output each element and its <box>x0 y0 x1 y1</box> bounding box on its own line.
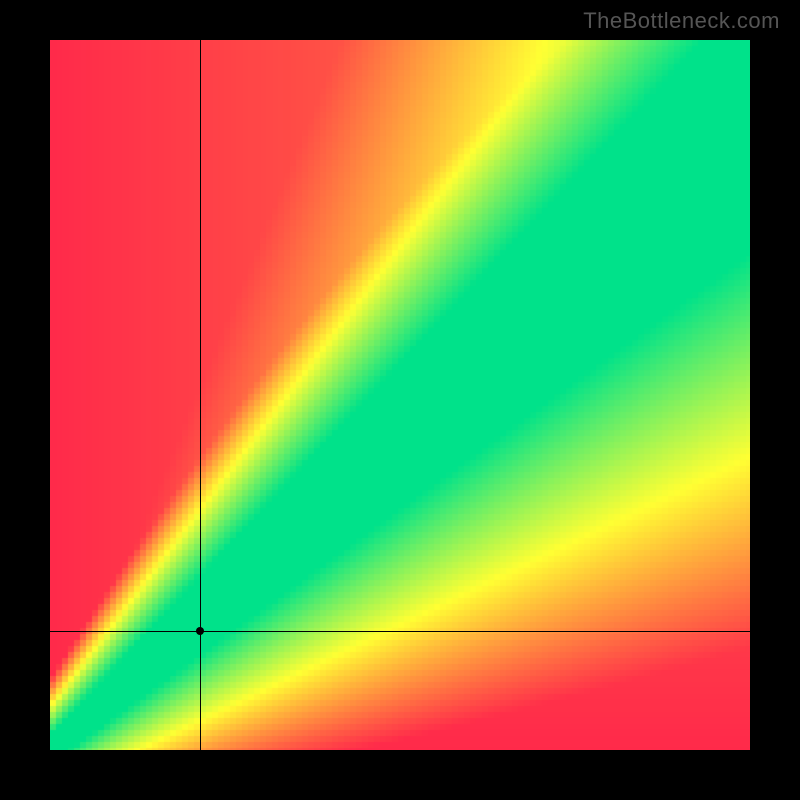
plot-area <box>50 40 750 750</box>
crosshair-vertical <box>200 40 201 750</box>
watermark-text: TheBottleneck.com <box>583 8 780 34</box>
crosshair-horizontal <box>50 631 750 632</box>
bottleneck-heatmap <box>50 40 750 750</box>
selected-point-marker <box>196 627 204 635</box>
